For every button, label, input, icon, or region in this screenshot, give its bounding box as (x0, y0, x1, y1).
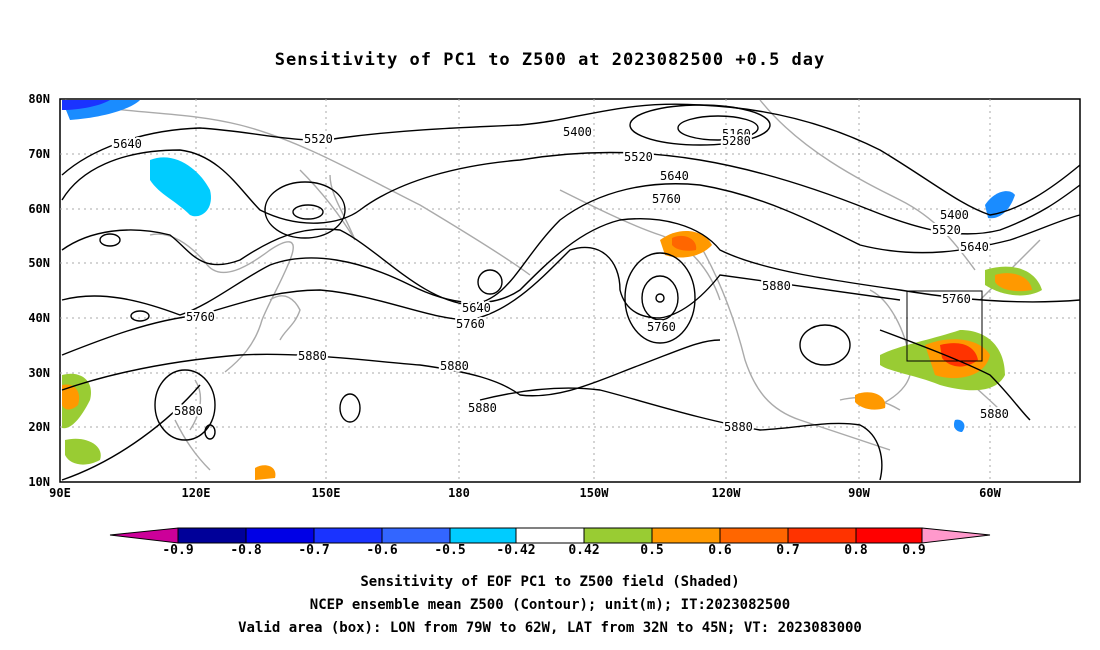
contour-label: 5880 (440, 359, 469, 373)
contour-label: 5760 (942, 292, 971, 306)
contour-label: 5400 (563, 125, 592, 139)
lat-label: 80N (28, 92, 50, 106)
colorbar-label: 0.7 (776, 543, 800, 558)
colorbar-label: 0.6 (708, 543, 732, 558)
colorbar-label: -0.42 (496, 543, 536, 558)
caption-line-2: NCEP ensemble mean Z500 (Contour); unit(… (309, 597, 791, 613)
contour-label: 5520 (624, 150, 653, 164)
contour-label: 5640 (462, 301, 491, 315)
lat-label: 30N (28, 366, 50, 380)
lat-label: 40N (28, 311, 50, 325)
contour-label: 5880 (174, 404, 203, 418)
contour-label: 5760 (647, 320, 676, 334)
colorbar-label: -0.6 (366, 543, 398, 558)
lon-label: 120W (711, 486, 741, 500)
lon-label: 90E (49, 486, 71, 500)
contour-label: 5880 (980, 407, 1009, 421)
contour-labels: 5640 5520 5400 5160 5280 5520 5640 5760 … (111, 123, 1011, 436)
contour-label: 5880 (468, 401, 497, 415)
colorbar-label: -0.5 (434, 543, 466, 558)
contour-label: 5640 (113, 137, 142, 151)
z500-contours (61, 103, 1081, 481)
contour-label: 5280 (722, 134, 751, 148)
caption-line-1: Sensitivity of EOF PC1 to Z500 field (Sh… (360, 574, 740, 590)
colorbar-label: 0.5 (640, 543, 664, 558)
colorbar (109, 527, 991, 544)
contour-label: 5760 (186, 310, 215, 324)
contour-label: 5520 (304, 132, 333, 146)
colorbar-label: -0.8 (230, 543, 262, 558)
contour-label: 5880 (724, 420, 753, 434)
sensitivity-shading (62, 100, 1042, 480)
caption-line-3: Valid area (box): LON from 79W to 62W, L… (238, 620, 862, 636)
lon-label: 150W (579, 486, 609, 500)
contour-label: 5400 (940, 208, 969, 222)
colorbar-label: 0.42 (568, 543, 600, 558)
lon-label: 90W (848, 486, 870, 500)
contour-label: 5160 (722, 127, 751, 141)
valid-area-box (906, 290, 983, 362)
contour-label: 5760 (652, 192, 681, 206)
lat-label: 50N (28, 256, 50, 270)
colorbar-label: 0.9 (902, 543, 926, 558)
contour-label: 5760 (456, 317, 485, 331)
contour-label: 5880 (298, 349, 327, 363)
colorbar-low-end (109, 527, 179, 544)
lon-label: 60W (979, 486, 1001, 500)
colorbar-label: -0.9 (162, 543, 194, 558)
lat-label: 20N (28, 420, 50, 434)
contour-label: 5640 (960, 240, 989, 254)
lat-label: 10N (28, 475, 50, 489)
contour-label: 5520 (932, 223, 961, 237)
contour-label: 5640 (660, 169, 689, 183)
colorbar-label: 0.8 (844, 543, 868, 558)
map-title: Sensitivity of PC1 to Z500 at 2023082500… (274, 50, 826, 70)
contour-label: 5880 (762, 279, 791, 293)
lat-label: 60N (28, 202, 50, 216)
lon-label: 150E (311, 486, 341, 500)
colorbar-label: -0.7 (298, 543, 330, 558)
lat-label: 70N (28, 147, 50, 161)
lon-label: 120E (181, 486, 211, 500)
lon-label: 180 (448, 486, 470, 500)
colorbar-high-end (921, 527, 991, 544)
